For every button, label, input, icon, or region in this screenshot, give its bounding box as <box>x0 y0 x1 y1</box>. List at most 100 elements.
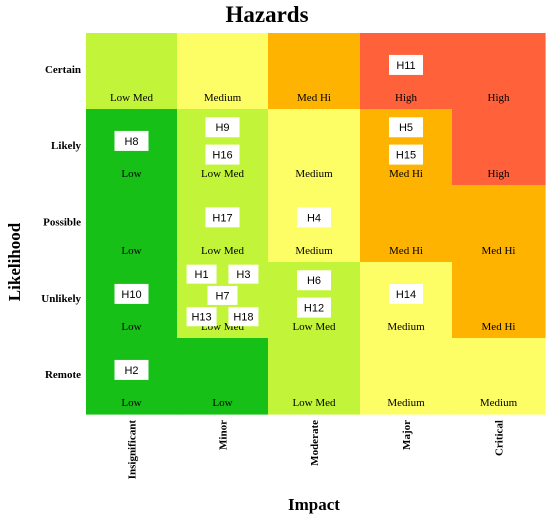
hazard-label: H7 <box>215 290 229 302</box>
hazard-label: H3 <box>236 269 250 281</box>
cell-level-label: Low Med <box>201 245 245 257</box>
hazard-marker-h13: H13 <box>186 307 217 327</box>
impact-label-major: Major <box>401 420 413 450</box>
cell-level-label: Low <box>212 397 232 409</box>
impact-label-minor: Minor <box>218 420 230 450</box>
cell-remote-moderate <box>268 338 361 415</box>
cell-certain-critical <box>452 33 546 110</box>
hazard-label: H1 <box>195 269 209 281</box>
y-axis-title: Likelihood <box>5 222 24 301</box>
hazard-box <box>297 270 331 291</box>
cell-level-label: Med Hi <box>482 321 516 333</box>
cell-level-label: Medium <box>387 321 425 333</box>
cell-level-label: Medium <box>387 397 425 409</box>
hazard-label: H10 <box>121 289 141 301</box>
likelihood-label-possible: Possible <box>43 217 81 229</box>
cell-unlikely-critical <box>452 262 546 339</box>
cell-likely-critical <box>452 109 546 186</box>
hazard-marker-h16: H16 <box>205 144 240 165</box>
cell-level-label: Low <box>121 397 141 409</box>
cell-level-label: Low Med <box>110 92 154 104</box>
cell-possible-insignificant <box>86 185 178 263</box>
cell-level-label: Med Hi <box>482 245 516 257</box>
hazard-marker-h3: H3 <box>228 264 259 284</box>
cell-likely-moderate <box>268 109 361 186</box>
cell-possible-critical <box>452 185 546 263</box>
hazard-box <box>114 283 149 304</box>
cell-level-label: High <box>488 92 511 104</box>
cell-level-label: Med Hi <box>389 168 423 180</box>
cell-remote-minor <box>177 338 269 415</box>
hazard-label: H2 <box>124 365 138 377</box>
cell-level-label: Low Med <box>292 321 336 333</box>
hazard-marker-h15: H15 <box>389 144 423 165</box>
cell-remote-critical <box>452 338 546 415</box>
hazard-marker-h2: H2 <box>114 359 149 380</box>
hazard-marker-h10: H10 <box>114 283 149 304</box>
hazard-marker-h5: H5 <box>389 117 423 138</box>
hazard-marker-h9: H9 <box>205 117 240 138</box>
cell-level-label: Low <box>121 245 141 257</box>
hazard-box <box>389 117 423 138</box>
cell-level-label: Med Hi <box>389 245 423 257</box>
hazard-box <box>297 297 331 318</box>
hazard-box <box>389 144 423 165</box>
hazard-box <box>297 207 331 228</box>
hazard-box <box>207 285 238 305</box>
cell-certain-insignificant <box>86 33 178 110</box>
hazard-marker-h6: H6 <box>297 270 331 291</box>
cell-level-label: High <box>395 92 418 104</box>
cell-level-label: Med Hi <box>297 92 331 104</box>
matrix-cell-labels: Low Med Medium Med Hi High High Low Low Med Med… <box>110 92 518 409</box>
hazard-label: H11 <box>396 60 415 72</box>
hazard-label: H12 <box>304 303 324 315</box>
cell-level-label: Medium <box>295 168 333 180</box>
hazard-label: H16 <box>212 150 232 162</box>
hazard-label: H17 <box>212 212 232 224</box>
impact-label-insignificant: Insignificant <box>127 420 139 480</box>
hazard-marker-h12: H12 <box>297 297 331 318</box>
cell-certain-minor <box>177 33 269 110</box>
hazard-box <box>228 264 259 284</box>
cell-possible-major <box>360 185 453 263</box>
x-axis-title: Impact <box>288 495 340 514</box>
hazard-marker-h7: H7 <box>207 285 238 305</box>
cell-certain-moderate <box>268 33 361 110</box>
hazard-marker-h8: H8 <box>114 130 149 151</box>
hazard-label: H4 <box>307 212 321 224</box>
cell-level-label: Low Med <box>292 397 336 409</box>
hazard-marker-h17: H17 <box>205 207 240 228</box>
likelihood-label-certain: Certain <box>45 64 81 76</box>
hazard-box <box>389 283 423 304</box>
cell-level-label: Low <box>121 168 141 180</box>
hazard-label: H6 <box>307 275 321 287</box>
hazard-label: H13 <box>191 312 211 324</box>
cell-level-label: Low <box>121 321 141 333</box>
chart-title: Hazards <box>225 2 308 27</box>
hazard-markers: H11 H8 H9 H16 H5 H15 H17 H4 H10 H1 H3 H7 H13 H18 H6 H12… <box>114 54 423 380</box>
cell-remote-major <box>360 338 453 415</box>
hazard-box <box>186 307 217 327</box>
hazard-label: H14 <box>396 289 416 301</box>
hazard-label: H15 <box>396 150 416 162</box>
likelihood-label-unlikely: Unlikely <box>41 293 81 305</box>
hazard-label: H18 <box>233 312 253 324</box>
hazard-marker-h4: H4 <box>297 207 331 228</box>
cell-level-label: Medium <box>480 397 518 409</box>
hazard-box <box>389 54 423 75</box>
likelihood-label-likely: Likely <box>51 140 81 152</box>
likelihood-tick-labels: Certain Likely Possible Unlikely Remote <box>41 64 81 381</box>
hazard-box <box>114 359 149 380</box>
impact-label-critical: Critical <box>494 420 506 456</box>
hazard-box <box>205 144 240 165</box>
hazard-marker-h18: H18 <box>228 307 259 327</box>
hazard-label: H5 <box>399 122 413 134</box>
cell-level-label: Medium <box>295 245 333 257</box>
hazard-marker-h1: H1 <box>186 264 217 284</box>
hazard-box <box>228 307 259 327</box>
impact-label-moderate: Moderate <box>309 420 321 466</box>
likelihood-label-remote: Remote <box>45 369 81 381</box>
hazard-box <box>114 130 149 151</box>
cell-level-label: Low Med <box>201 168 245 180</box>
